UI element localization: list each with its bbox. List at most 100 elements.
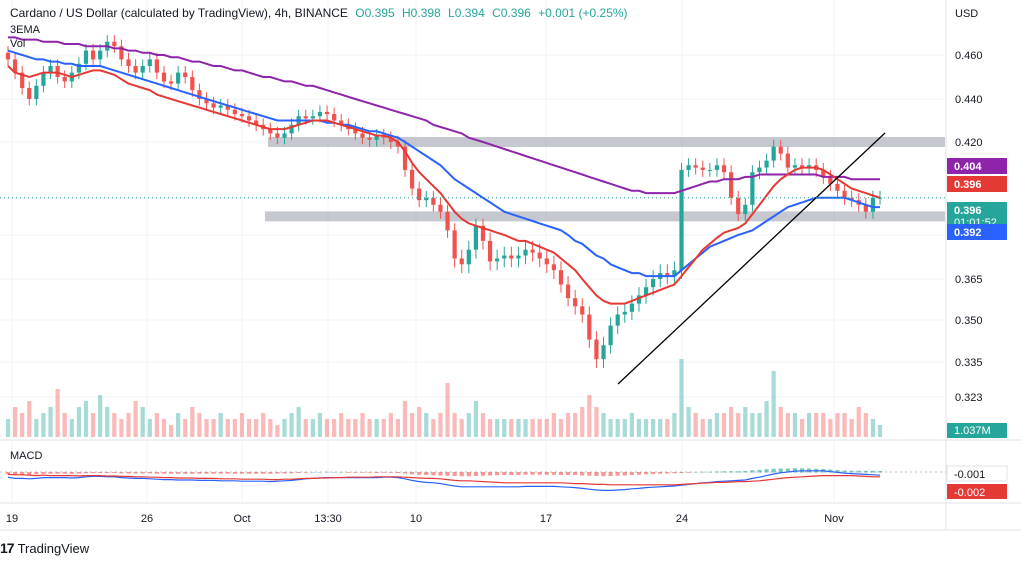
volume-bar — [190, 407, 195, 437]
tradingview-branding[interactable]: 17 TradingView — [0, 540, 89, 556]
candle-body — [431, 197, 436, 205]
volume-bar — [502, 419, 507, 437]
macd-histogram-bar — [211, 472, 216, 474]
volume-bar — [98, 395, 103, 437]
candle-body — [324, 111, 330, 115]
candle-body — [551, 264, 556, 271]
volume-bar — [771, 371, 776, 437]
volume-bar — [374, 419, 379, 437]
volume-label[interactable]: Vol — [10, 38, 26, 50]
candle-body — [700, 167, 705, 170]
volume-bar — [799, 419, 805, 437]
volume-bar — [806, 413, 812, 437]
volume-bar — [83, 401, 89, 437]
volume-bar — [622, 419, 627, 437]
volume-bar — [225, 419, 230, 437]
volume-bar — [856, 407, 861, 437]
candle-body — [98, 50, 103, 60]
candle-body — [353, 129, 358, 134]
macd-histogram-bar — [62, 472, 67, 474]
macd-histogram-bar — [643, 472, 649, 475]
candle-body — [402, 146, 408, 170]
volume-bar — [395, 419, 401, 437]
candle-body — [459, 258, 464, 265]
macd-histogram-bar — [665, 472, 670, 474]
volume-bar — [665, 419, 670, 437]
candle-body — [750, 172, 755, 205]
volume-bar — [424, 413, 429, 437]
candle-body — [395, 142, 401, 147]
candle-body — [771, 146, 776, 161]
candle-body — [417, 188, 422, 201]
candle-body — [608, 325, 613, 346]
volume-bar — [268, 419, 273, 437]
macd-histogram-bar — [190, 472, 195, 474]
volume-bar — [608, 419, 613, 437]
y-tick-label: 0.420 — [955, 137, 983, 149]
volume-bar — [90, 413, 96, 437]
macd-histogram-bar — [83, 472, 89, 474]
volume-bar — [643, 419, 649, 437]
candle-body — [211, 103, 216, 108]
candle-body — [778, 146, 783, 154]
candle-body — [12, 59, 18, 73]
price-label: 0.396 — [954, 205, 982, 217]
macd-histogram-bar — [856, 470, 861, 473]
macd-histogram-bar — [750, 470, 755, 473]
volume-bar — [636, 419, 642, 437]
candle-body — [20, 72, 25, 88]
support-zone — [265, 211, 945, 222]
candle-body — [34, 85, 39, 99]
candle-body — [445, 211, 450, 231]
macd-histogram-bar — [289, 472, 294, 474]
macd-histogram-bar — [275, 472, 280, 474]
macd-histogram-bar — [232, 472, 237, 474]
candle-body — [537, 252, 542, 259]
volume-bar — [835, 413, 840, 437]
candle-body — [643, 287, 649, 296]
candle-body — [693, 165, 698, 168]
signal-line — [7, 473, 880, 486]
candle-body — [367, 137, 372, 140]
change-value: +0.001 (+0.25%) — [538, 6, 628, 20]
macd-histogram-bar — [672, 472, 677, 474]
macd-histogram-bar — [126, 472, 131, 474]
macd-histogram-bar — [154, 472, 159, 474]
macd-histogram-bar — [168, 472, 174, 474]
candle-body — [76, 63, 82, 73]
volume-bar — [466, 413, 471, 437]
macd-label[interactable]: MACD — [10, 450, 43, 462]
y-tick-label: 0.440 — [955, 94, 983, 106]
candle-body — [438, 204, 443, 212]
volume-bar — [197, 413, 202, 437]
candle-body — [55, 66, 60, 77]
volume-bar — [530, 419, 535, 437]
candle-body — [757, 167, 762, 173]
candle-body — [480, 225, 486, 241]
volume-bar — [863, 413, 868, 437]
volume-bar — [133, 401, 138, 437]
volume-bar — [757, 413, 762, 437]
x-tick-label: Oct — [233, 513, 250, 525]
indicator-label[interactable]: 3EMA — [10, 24, 40, 36]
candle-body — [707, 169, 712, 171]
candle-body — [729, 172, 734, 198]
volume-bar — [140, 407, 145, 437]
candle-body — [332, 114, 337, 121]
volume-bar — [707, 419, 712, 437]
volume-bar — [821, 413, 826, 437]
candle-body — [126, 59, 131, 66]
macd-histogram-bar — [133, 472, 138, 474]
candle-body — [409, 169, 415, 189]
candle-body — [62, 77, 67, 82]
tradingview-name: TradingView — [17, 540, 90, 556]
macd-histogram-bar — [5, 472, 11, 475]
macd-histogram-bar — [374, 472, 379, 473]
macd-histogram-bar — [736, 471, 741, 473]
macd-histogram-bar — [679, 472, 684, 473]
volume-bar — [750, 413, 755, 437]
candle-body — [806, 165, 812, 168]
macd-histogram-bar — [417, 472, 422, 475]
